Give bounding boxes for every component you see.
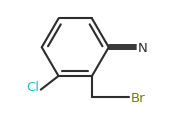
Text: Cl: Cl xyxy=(26,80,39,93)
Text: N: N xyxy=(137,41,147,54)
Text: Br: Br xyxy=(130,91,145,104)
